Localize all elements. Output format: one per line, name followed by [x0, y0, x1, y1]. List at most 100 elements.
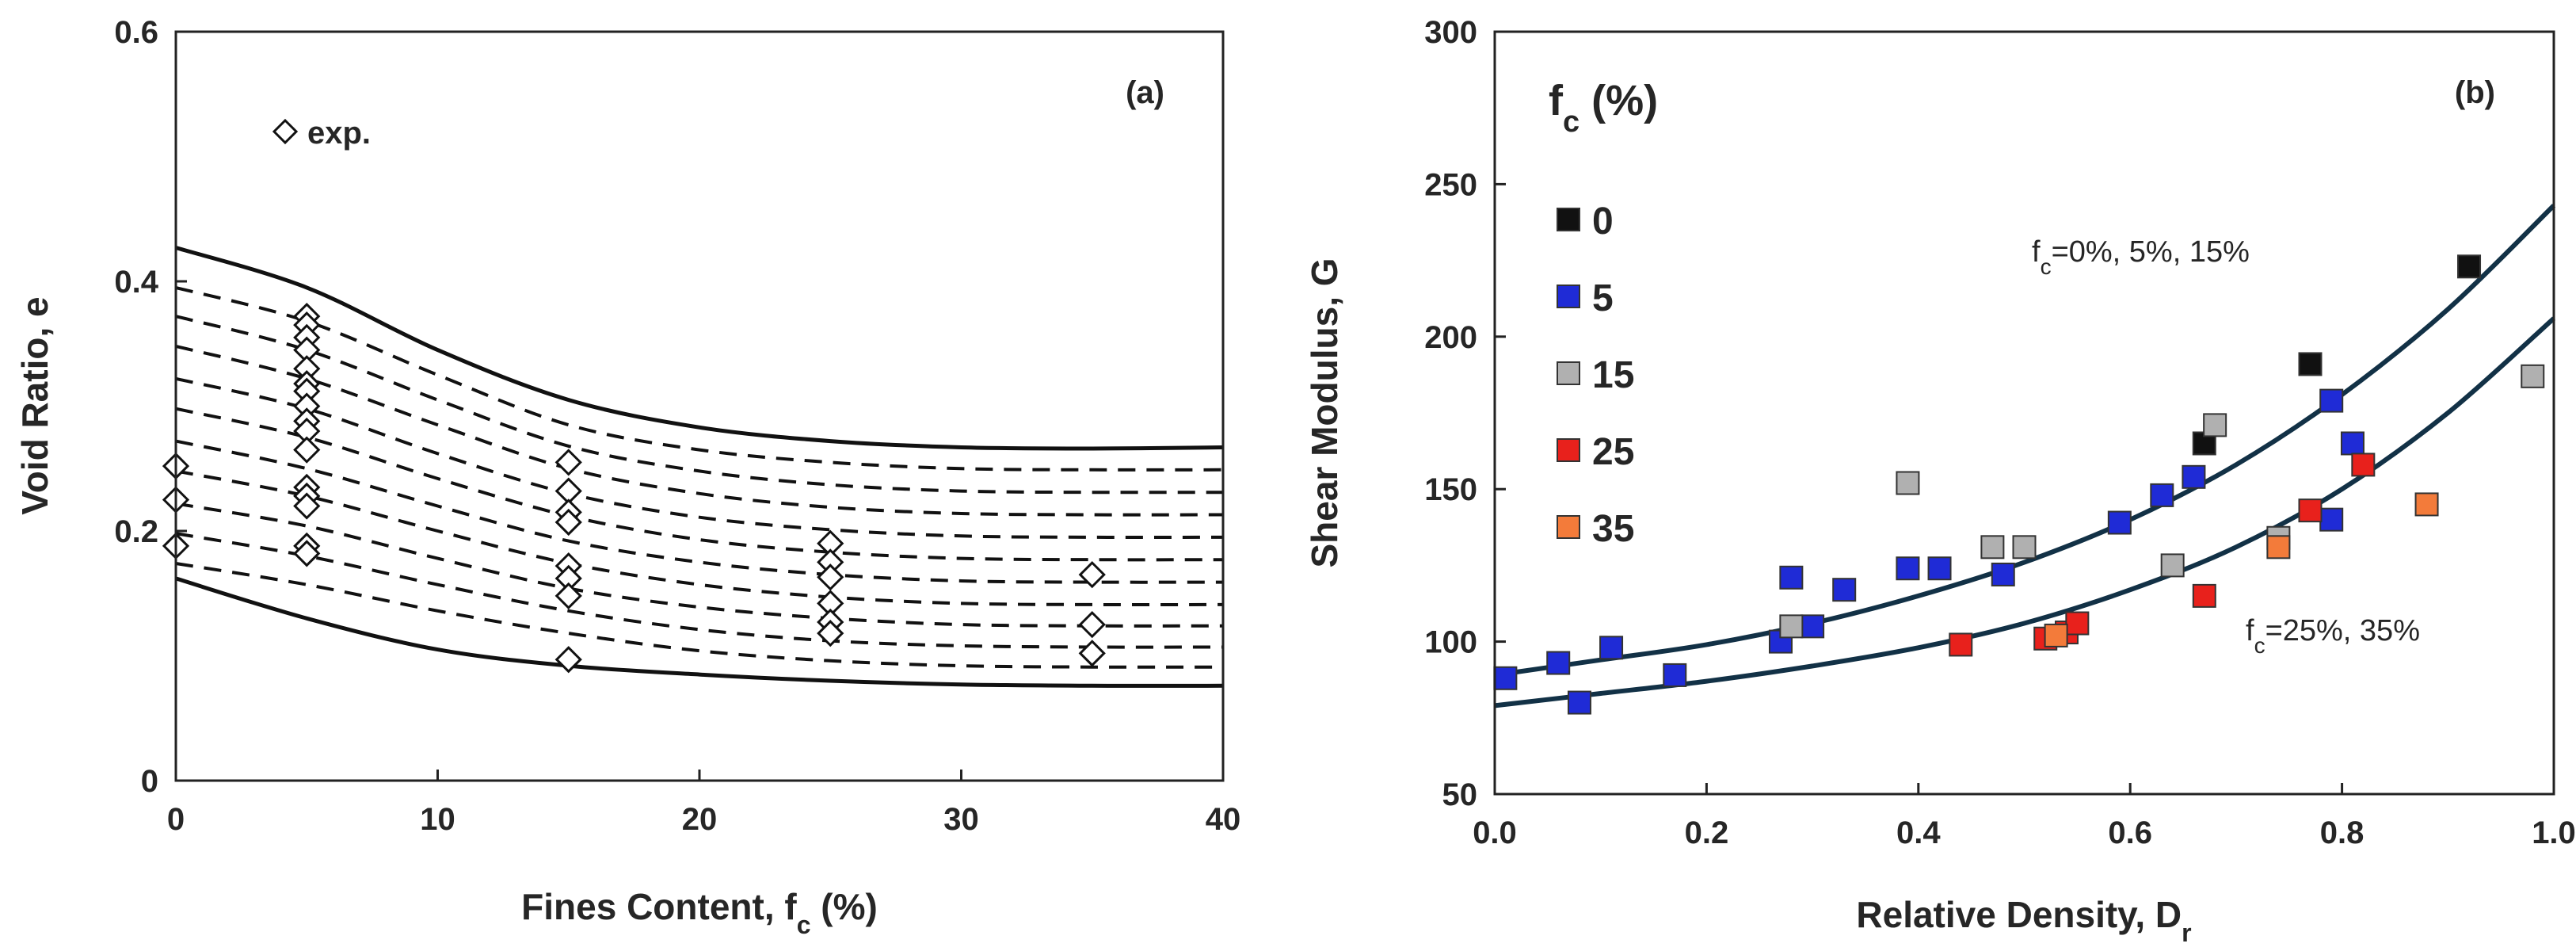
data-point-fc-5	[1493, 666, 1518, 690]
y-tick-label: 0	[141, 764, 158, 799]
legend-label-fc-15: 15	[1592, 354, 1634, 396]
y-tick-label: 0.6	[114, 15, 158, 50]
data-point-fc-5	[1896, 556, 1920, 581]
y-axis-title-b: Shear Modulus, G	[1304, 258, 1345, 567]
data-point-exp	[817, 563, 844, 591]
data-point-fc-5	[2319, 507, 2344, 532]
y-tick-label: 300	[1424, 15, 1477, 50]
y-tick-label: 0.2	[114, 514, 158, 549]
data-point-exp	[554, 646, 582, 674]
legend-label-exp: exp.	[307, 116, 371, 151]
data-point-fc-5	[1927, 556, 1952, 581]
data-point-fc-15	[2012, 535, 2037, 560]
data-point-fc-25	[2298, 498, 2323, 523]
data-point-exp	[1078, 611, 1106, 639]
legend-title-var: f	[1549, 77, 1564, 124]
y-tick-label: 50	[1442, 777, 1478, 812]
y-tick-label: 250	[1424, 167, 1477, 202]
chart-panel-a: 0 10 20 30 40 0 0.2 0.4 0.6 (a) exp. Void Ratio,…	[14, 15, 1240, 939]
data-point-fc-5	[1801, 614, 1825, 639]
x-tick-label: 0.4	[1896, 815, 1941, 850]
legend-label-fc-0: 0	[1592, 201, 1614, 243]
legend-a: exp.	[272, 116, 371, 151]
curve-contour-1	[175, 285, 1224, 472]
curve-contour-5	[175, 407, 1224, 562]
x-axis-title-a-tail: (%)	[811, 886, 878, 927]
x-tick-label: 10	[420, 802, 455, 837]
data-point-fc-5	[1546, 651, 1571, 675]
y-tick-label: 100	[1424, 625, 1477, 660]
data-point-fc-0	[2457, 254, 2482, 279]
data-point-exp	[293, 540, 321, 567]
x-tick-label: 0.0	[1473, 815, 1517, 850]
fit-label-lower-sub: c	[2254, 633, 2265, 658]
legend-marker-fc-25	[1557, 438, 1580, 462]
x-tick-label: 0.2	[1685, 815, 1729, 850]
data-point-fc-5	[1779, 565, 1804, 590]
legend-title-sub: c	[1563, 105, 1580, 139]
x-axis-title-a-var: f	[784, 886, 797, 927]
fit-fc-0-5-15	[1494, 204, 2556, 678]
legend-marker-fc-5	[1557, 285, 1580, 308]
y-tick-label: 0.4	[114, 265, 158, 300]
data-point-fc-0	[2298, 352, 2323, 376]
x-tick-label: 1.0	[2532, 815, 2576, 850]
points-group-a	[162, 302, 1106, 674]
ticks-group-a: 0 10 20 30 40 0 0.2 0.4 0.6	[114, 15, 1240, 837]
x-tick-label: 40	[1206, 802, 1241, 837]
y-tick-label: 200	[1424, 320, 1477, 355]
data-point-exp	[554, 582, 582, 610]
data-point-exp	[554, 508, 582, 537]
fit-label-lower-tail: =25%, 35%	[2265, 614, 2420, 647]
x-tick-label: 0.6	[2108, 815, 2152, 850]
x-tick-label: 0	[167, 802, 185, 837]
x-tick-label: 30	[943, 802, 979, 837]
y-tick-label: 150	[1424, 472, 1477, 507]
curve-contour-6	[175, 439, 1224, 584]
data-point-fc-5	[1663, 663, 1687, 687]
data-point-exp	[293, 492, 321, 520]
data-point-exp	[1078, 640, 1106, 667]
curve-lower-bound	[175, 576, 1224, 688]
data-point-fc-5	[2319, 388, 2344, 413]
x-tick-label: 0.8	[2320, 815, 2365, 850]
curve-contour-8	[175, 502, 1224, 628]
curve-contour-2	[175, 315, 1224, 495]
data-point-fc-35	[2414, 492, 2439, 517]
legend-marker-fc-15	[1557, 361, 1580, 385]
data-point-fc-5	[2107, 510, 2132, 535]
data-point-fc-25	[2065, 611, 2090, 636]
curve-contour-9	[175, 532, 1224, 649]
data-point-exp	[817, 620, 844, 647]
data-point-fc-5	[1991, 562, 2015, 586]
data-point-fc-25	[2192, 583, 2216, 608]
legend-label-fc-25: 25	[1592, 431, 1634, 473]
panel-label-a: (a)	[1126, 75, 1164, 110]
data-point-fc-25	[2351, 453, 2376, 477]
y-axis-title-a: Void Ratio, e	[14, 296, 55, 514]
panel-label-b: (b)	[2455, 75, 2495, 110]
x-axis-title-a-main: Fines Content,	[521, 886, 784, 927]
legend-label-fc-35: 35	[1592, 508, 1634, 550]
legend-marker-fc-0	[1557, 208, 1580, 231]
legend-label-fc-5: 5	[1592, 277, 1614, 319]
curves-group-a	[175, 246, 1224, 688]
fit-label-upper-tail: =0%, 5%, 15%	[2052, 235, 2250, 269]
data-point-exp	[554, 449, 582, 476]
x-axis-title-a: Fines Content, fc (%)	[521, 886, 878, 939]
x-axis-title-b-main: Relative Density,	[1856, 894, 2155, 935]
fit-fc-25-35	[1494, 316, 2555, 708]
legend-marker-fc-35	[1557, 515, 1580, 539]
legend-b: 0 5 15 25 35	[1557, 201, 1634, 550]
fit-label-upper-sub: c	[2041, 254, 2052, 279]
data-point-fc-5	[1567, 690, 1591, 715]
data-point-fc-5	[2150, 483, 2174, 507]
x-axis-title-a-sub: c	[797, 911, 811, 939]
data-point-exp	[293, 436, 321, 464]
plot-frame-b	[1493, 30, 2555, 796]
legend-title-tail: (%)	[1580, 77, 1658, 124]
data-point-fc-15	[2160, 553, 2185, 578]
